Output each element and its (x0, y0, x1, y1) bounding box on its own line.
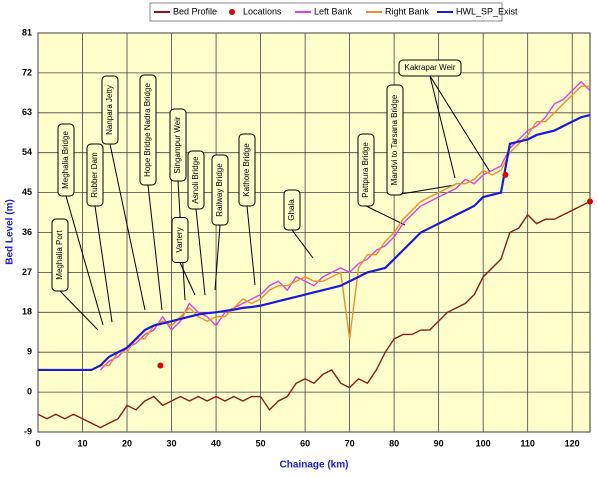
annotation: Vartery (175, 227, 184, 252)
callout-box (283, 189, 301, 231)
callout-line (195, 208, 206, 296)
callout-line (365, 205, 406, 226)
callout-line (246, 205, 256, 286)
annotation: Kathore Bridge (242, 143, 251, 197)
callout-line (214, 224, 221, 291)
series-line (37, 200, 591, 429)
series-line (38, 113, 591, 372)
callout-box (211, 154, 229, 226)
y-tick-label: 18 (22, 307, 32, 317)
callout-line (65, 195, 104, 326)
callout-box (386, 84, 404, 196)
annotation: Kakrapar Weir (405, 63, 456, 72)
annotation: Ghala (287, 199, 296, 221)
x-tick-label: 60 (300, 438, 310, 448)
callout-box (169, 108, 187, 182)
y-axis-label: Bed Level (m) (5, 199, 16, 265)
annotation: Meghalia Port (55, 230, 64, 280)
x-tick-label: 30 (167, 438, 177, 448)
x-tick-label: 90 (434, 438, 444, 448)
y-tick-label: 45 (22, 187, 32, 197)
annotation: Pattpura Bridge (361, 142, 370, 198)
annotation: Hope Bridge Nadra Bridge (143, 83, 152, 177)
x-tick-label: 40 (211, 438, 221, 448)
legend-label: HWL_SP_Exist (456, 6, 518, 16)
callout-box (171, 217, 189, 263)
x-tick-label: 0 (35, 438, 40, 448)
x-tick-label: 80 (389, 438, 399, 448)
callout-box (86, 143, 104, 207)
annotation: Asnoli Bridge (191, 156, 200, 204)
callout-line (147, 184, 163, 311)
callout-line (109, 143, 146, 311)
x-tick-label: 50 (256, 438, 266, 448)
y-tick-label: 54 (22, 147, 32, 157)
legend-box (149, 2, 503, 22)
annotation: Meghalia Bridge (61, 131, 70, 189)
y-tick-label: 81 (22, 27, 32, 37)
callout-box (51, 218, 69, 292)
callout-line (291, 229, 314, 259)
x-tick-label: 20 (122, 438, 132, 448)
legend-label: Locations (243, 6, 282, 16)
y-tick-label: 27 (22, 267, 32, 277)
x-axis-label: Chainage (km) (280, 460, 349, 471)
callout-line (394, 184, 456, 196)
x-tick-label: 100 (476, 438, 491, 448)
annotation: Singampur Weir (173, 116, 182, 174)
y-tick-label: 63 (22, 107, 32, 117)
callout-line (94, 205, 113, 323)
x-tick-label: 120 (565, 438, 580, 448)
location-point (157, 362, 164, 369)
annotation: Rubber Dam (90, 152, 99, 198)
callout-box (187, 150, 205, 210)
callout-line (429, 75, 491, 173)
legend-label: Right Bank (385, 6, 430, 16)
y-tick-label: 72 (22, 67, 32, 77)
x-tick-label: 70 (345, 438, 355, 448)
x-tick-label: 10 (78, 438, 88, 448)
callout-box (101, 75, 119, 145)
legend-label: Left Bank (314, 6, 353, 16)
callout-box (57, 123, 75, 197)
y-tick-label: -9 (24, 426, 32, 436)
location-point (587, 198, 593, 205)
callout-box (398, 59, 462, 77)
legend-marker (229, 9, 235, 15)
callout-line (59, 290, 99, 331)
y-tick-label: 0 (27, 386, 32, 396)
annotation: Railway Bridge (215, 163, 224, 217)
x-tick-label: 110 (520, 438, 535, 448)
y-tick-label: 9 (27, 347, 32, 357)
callout-line (429, 75, 456, 179)
callout-line (179, 262, 196, 296)
callout-box (357, 133, 375, 207)
annotation: Mandvi to Tarsana Bridge (390, 94, 399, 185)
y-tick-label: 36 (22, 227, 32, 237)
location-point (502, 171, 509, 178)
callout-box (139, 74, 157, 186)
callout-box (238, 133, 256, 207)
legend-label: Bed Profile (173, 6, 217, 16)
annotation: Nanpara Jetty (105, 85, 114, 135)
